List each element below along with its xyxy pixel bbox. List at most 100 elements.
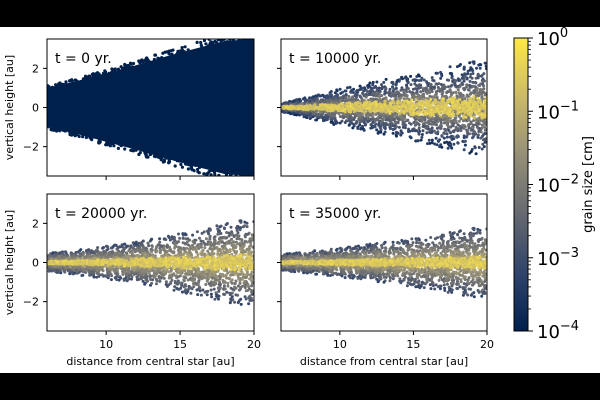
scatter-point (233, 177, 236, 180)
scatter-point (444, 85, 447, 89)
scatter-point (88, 75, 92, 80)
scatter-point (441, 99, 445, 103)
scatter-point (396, 101, 399, 105)
scatter-point (440, 72, 444, 76)
scatter-point (216, 168, 220, 172)
scatter-point (202, 172, 206, 176)
scatter-point (481, 90, 485, 94)
scatter-point (434, 104, 438, 108)
scatter-point (346, 107, 350, 111)
scatter-point (462, 67, 466, 71)
scatter-point (388, 89, 392, 93)
scatter-point (335, 89, 339, 93)
scatter-point (481, 80, 485, 83)
scatter-point (119, 65, 123, 69)
scatter-point (308, 112, 312, 116)
scatter-point (427, 138, 431, 142)
scatter-point (397, 125, 401, 129)
scatter-point (439, 107, 443, 111)
scatter-point (415, 87, 419, 91)
scatter-point (132, 143, 136, 148)
scatter-point (408, 121, 411, 125)
scatter-point (391, 131, 395, 135)
scatter-point (405, 83, 409, 87)
scatter-point (476, 76, 480, 80)
scatter-point (220, 34, 223, 37)
scatter-point (421, 129, 425, 133)
scatter-point (362, 89, 366, 93)
scatter-point (300, 107, 304, 111)
scatter-point (324, 96, 328, 100)
scatter-point (202, 39, 207, 43)
scatter-point (358, 119, 362, 122)
scatter-point (319, 107, 323, 111)
scatter-point (144, 152, 148, 156)
scatter-point (133, 67, 137, 71)
scatter-point (442, 105, 446, 109)
scatter-point (369, 118, 373, 122)
scatter-point (156, 56, 160, 60)
scatter-point (415, 112, 419, 116)
scatter-point (443, 121, 446, 125)
y-tick-label: 0 (32, 102, 39, 115)
scatter-point (158, 240, 162, 244)
scatter-point (167, 58, 172, 62)
scatter-point (82, 252, 85, 256)
scatter-point (465, 93, 469, 97)
scatter-point (179, 55, 184, 59)
scatter-point (433, 102, 437, 105)
scatter-point (111, 138, 115, 143)
scatter-point (248, 277, 252, 281)
scatter-point (142, 146, 146, 150)
scatter-point (377, 105, 380, 109)
scatter-point (90, 134, 95, 138)
scatter-point (391, 109, 395, 113)
scatter-point (310, 106, 314, 110)
scatter-point (373, 119, 377, 123)
scatter-point (381, 118, 385, 122)
scatter-point (434, 122, 438, 126)
scatter-point (424, 86, 428, 90)
scatter-point (335, 121, 339, 125)
scatter-point (464, 135, 468, 139)
scatter-point (143, 59, 147, 63)
scatter-point (413, 104, 417, 108)
scatter-point (478, 63, 482, 66)
scatter-point (477, 94, 481, 98)
scatter-point (235, 35, 238, 38)
scatter-point (352, 110, 356, 114)
scatter-point (70, 79, 74, 83)
scatter-point (47, 125, 50, 129)
scatter-point (442, 83, 446, 87)
scatter-point (436, 89, 440, 93)
scatter-point (382, 122, 386, 126)
scatter-point (179, 162, 183, 166)
scatter-point (130, 149, 135, 153)
scatter-point (217, 173, 221, 176)
scatter-point (456, 123, 460, 127)
scatter-point (379, 105, 383, 109)
scatter-point (480, 114, 484, 118)
scatter-point (482, 118, 486, 122)
scatter-point (424, 126, 428, 130)
scatter-point (127, 142, 131, 146)
scatter-point (355, 120, 359, 123)
scatter-point (446, 90, 450, 94)
scatter-point (480, 88, 484, 92)
scatter-point (198, 160, 202, 164)
scatter-point (315, 103, 319, 107)
scatter-point (101, 75, 105, 79)
scatter-point (249, 178, 252, 181)
scatter-point (349, 104, 353, 108)
scatter-point (457, 91, 461, 95)
scatter-point (91, 74, 95, 78)
scatter-point (406, 87, 410, 91)
scatter-point (386, 118, 390, 122)
scatter-point (461, 123, 465, 127)
scatter-point (450, 138, 454, 141)
scatter-point (468, 92, 472, 96)
scatter-point (62, 127, 66, 131)
scatter-point (305, 111, 309, 115)
scatter-point (377, 130, 381, 134)
scatter-point (476, 135, 480, 139)
